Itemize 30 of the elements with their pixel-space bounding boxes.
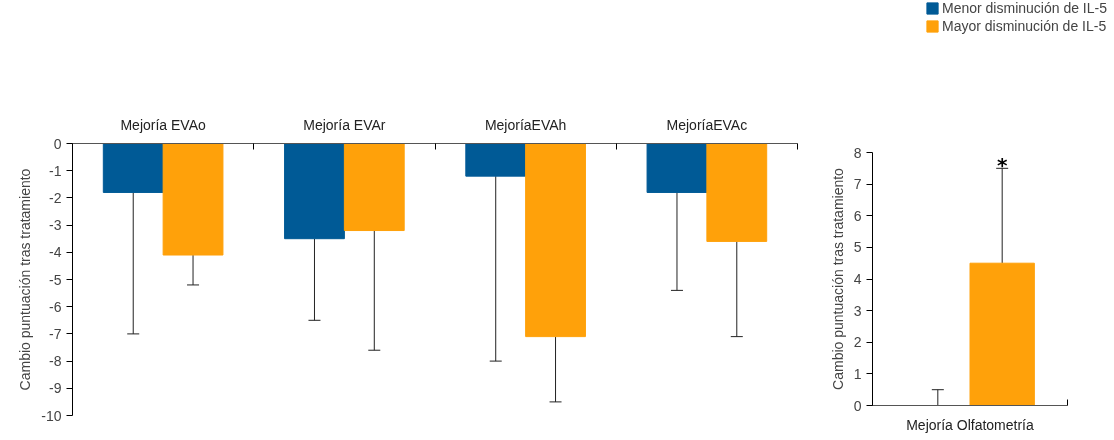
- y-axis-title: Cambio puntuación tras tratamiento: [17, 168, 34, 391]
- y-tick-label: 5: [853, 239, 862, 256]
- legend-label: Menor disminución de IL-5: [942, 0, 1107, 16]
- y-tick-label: 4: [853, 271, 862, 287]
- y-tick-label: 8: [853, 144, 862, 161]
- y-tick-label: 1: [853, 365, 862, 382]
- y-tick-label: -3: [49, 217, 62, 234]
- y-axis-title: Cambio puntuación tras tratamiento: [829, 167, 846, 390]
- y-tick-label: -10: [41, 407, 62, 424]
- x-tick-label: Mejoría EVAr: [303, 116, 386, 133]
- x-tick-label: MejoríaEVAc: [666, 116, 748, 133]
- x-tick-label: MejoríaEVAh: [484, 116, 567, 133]
- x-tick-label: Mejoría EVAo: [120, 116, 207, 133]
- annotation: *: [996, 152, 1008, 177]
- y-tick-label: 2: [853, 334, 862, 351]
- y-tick-label: -8: [49, 353, 62, 370]
- y-tick-label: 0: [853, 397, 862, 414]
- y-tick-label: -9: [49, 380, 62, 397]
- y-tick-label: -2: [49, 189, 62, 206]
- y-tick-label: -7: [49, 325, 62, 342]
- y-tick-label: 6: [853, 207, 862, 224]
- x-tick-label: Mejoría Olfatometría: [906, 416, 1035, 433]
- y-tick-label: -1: [49, 162, 62, 179]
- legend-label: Mayor disminución de IL-5: [942, 18, 1107, 34]
- y-tick-label: -6: [49, 298, 62, 315]
- y-tick-label: -4: [49, 244, 62, 261]
- y-tick-label: -5: [49, 271, 62, 288]
- y-tick-label: 0: [53, 135, 62, 152]
- y-tick-label: 3: [853, 302, 862, 319]
- y-tick-label: 7: [853, 176, 862, 193]
